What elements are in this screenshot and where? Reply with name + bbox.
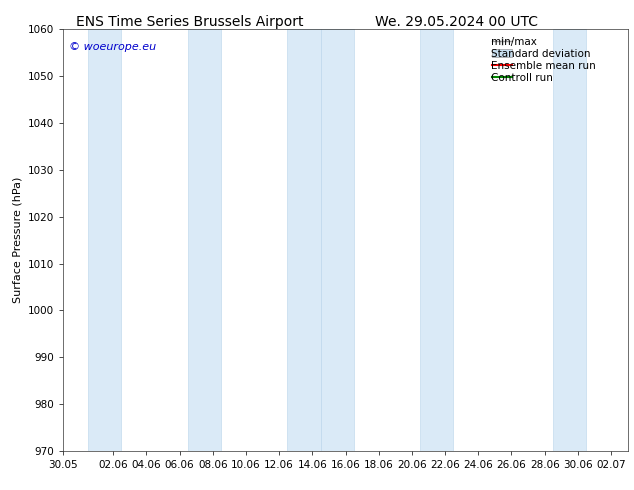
Legend: min/max, Standard deviation, Ensemble mean run, Controll run: min/max, Standard deviation, Ensemble me…: [489, 35, 623, 85]
Bar: [88, 29, 122, 451]
Bar: [420, 29, 453, 451]
Bar: [553, 29, 586, 451]
Text: ENS Time Series Brussels Airport: ENS Time Series Brussels Airport: [77, 15, 304, 29]
Y-axis label: Surface Pressure (hPa): Surface Pressure (hPa): [13, 177, 23, 303]
Bar: [287, 29, 321, 451]
Text: © woeurope.eu: © woeurope.eu: [69, 42, 156, 52]
Bar: [188, 29, 221, 451]
Bar: [321, 29, 354, 451]
Text: We. 29.05.2024 00 UTC: We. 29.05.2024 00 UTC: [375, 15, 538, 29]
